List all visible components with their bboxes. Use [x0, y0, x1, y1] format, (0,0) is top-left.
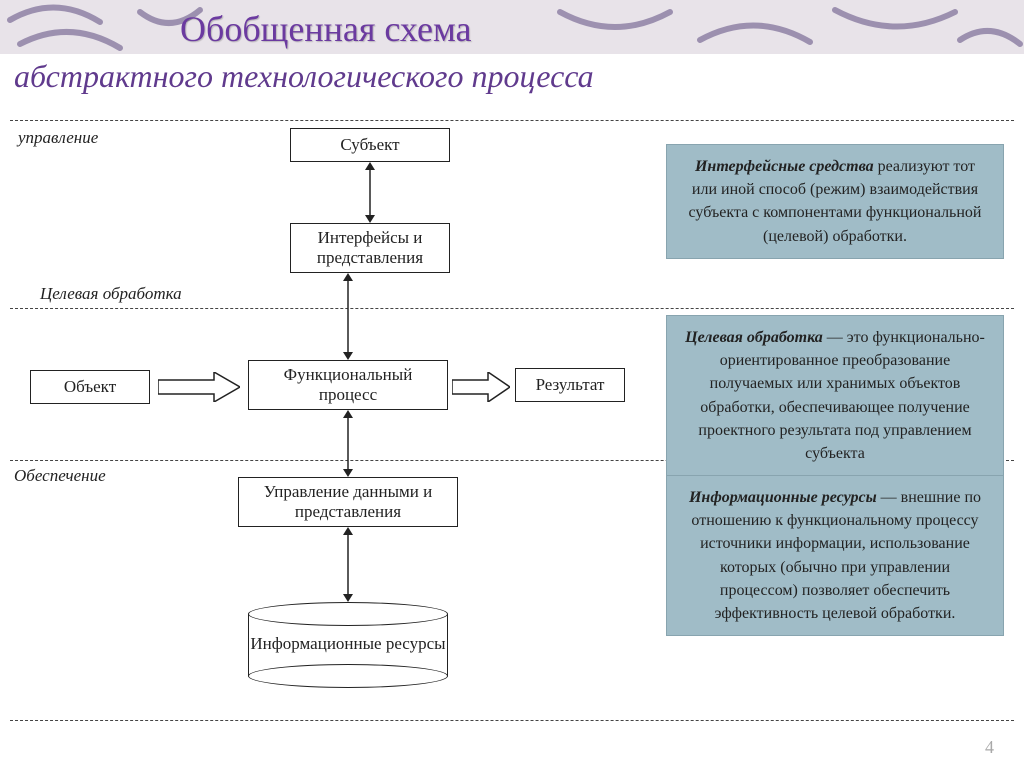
callout-interfaces: Интерфейсные средства реализуют тот или … — [666, 144, 1004, 259]
callout-processing-text: — это функционально-ориентированное прео… — [698, 329, 984, 462]
callout-resources: Информационные ресурсы — внешние по отно… — [666, 475, 1004, 636]
divider-1 — [10, 120, 1014, 121]
node-funcproc: Функциональный процесс — [248, 360, 448, 410]
node-resources: Информационные ресурсы — [248, 602, 448, 688]
node-result: Результат — [515, 368, 625, 402]
section-label-tselevaya: Целевая обработка — [40, 284, 182, 304]
section-label-upravlenie: управление — [18, 128, 98, 148]
node-datamgmt: Управление данными и представления — [238, 477, 458, 527]
title-main: Обобщенная схема — [180, 8, 472, 50]
arrow-subject-interfaces — [360, 162, 380, 223]
arrow-interfaces-funcproc — [338, 273, 358, 360]
callout-processing: Целевая обработка — это функционально-ор… — [666, 315, 1004, 476]
node-object: Объект — [30, 370, 150, 404]
node-object-label: Объект — [64, 377, 116, 397]
header-decoration — [0, 0, 1024, 54]
callout-resources-lead: Информационные ресурсы — [689, 489, 877, 506]
arrow-datamgmt-resources — [338, 527, 358, 602]
node-subject: Субъект — [290, 128, 450, 162]
node-result-label: Результат — [536, 375, 605, 395]
slide: Обобщенная схема абстрактного технологич… — [0, 0, 1024, 768]
node-funcproc-label: Функциональный процесс — [257, 365, 439, 405]
title-sub: абстрактного технологического процесса — [14, 58, 594, 95]
divider-4 — [10, 720, 1014, 721]
block-arrow-object-funcproc — [158, 372, 240, 402]
page-number: 4 — [985, 737, 994, 758]
block-arrow-funcproc-result — [452, 372, 510, 402]
callout-interfaces-lead: Интерфейсные средства — [695, 158, 874, 175]
section-label-obespechenie: Обеспечение — [14, 466, 106, 486]
node-subject-label: Субъект — [340, 135, 399, 155]
node-resources-label: Информационные ресурсы — [248, 634, 448, 654]
node-interfaces: Интерфейсы и представления — [290, 223, 450, 273]
node-interfaces-label: Интерфейсы и представления — [299, 228, 441, 268]
callout-processing-lead: Целевая обработка — [685, 329, 823, 346]
divider-2 — [10, 308, 1014, 309]
arrow-funcproc-datamgmt — [338, 410, 358, 477]
callout-resources-text: — внешние по отношению к функциональному… — [691, 489, 981, 622]
node-datamgmt-label: Управление данными и представления — [247, 482, 449, 522]
